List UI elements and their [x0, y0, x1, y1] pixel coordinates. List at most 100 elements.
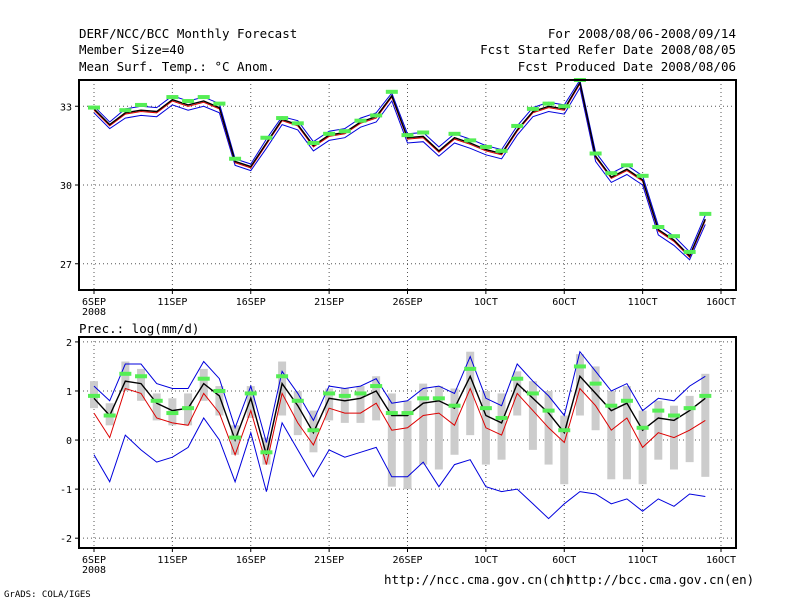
spread-bar	[419, 383, 428, 465]
series-line-mean	[93, 80, 706, 258]
x-tick-label: 6OCT	[552, 297, 576, 308]
spread-bar	[340, 388, 349, 423]
spread-bar	[372, 376, 381, 421]
y-tick-label: 27	[60, 260, 72, 271]
x-tick-label: 11SEP	[157, 555, 187, 566]
median-marker	[276, 374, 289, 379]
spread-bar	[403, 400, 412, 490]
median-marker	[370, 384, 383, 389]
plot-frame	[78, 79, 737, 291]
x-tick-label: 6SEP	[82, 297, 106, 308]
median-marker	[103, 413, 116, 418]
median-marker	[448, 403, 461, 408]
spread-bar	[121, 361, 130, 391]
x-tick-label: 21SEP	[314, 555, 344, 566]
x-tick-label: 11OCT	[628, 555, 658, 566]
x-year-label: 2008	[82, 565, 106, 576]
y-tick-label: -1	[60, 485, 72, 496]
series-line-upper	[93, 350, 706, 443]
median-marker	[558, 104, 571, 109]
x-year-label: 2008	[82, 307, 106, 318]
median-marker	[338, 129, 351, 134]
x-tick-label: 21SEP	[314, 297, 344, 308]
median-marker	[573, 364, 586, 369]
median-marker	[88, 393, 100, 398]
spread-bar	[450, 388, 459, 455]
bcc-url[interactable]: http://bcc.cma.gov.cn(en)	[566, 572, 754, 587]
median-marker	[354, 118, 367, 123]
x-tick-label: 1OCT	[474, 297, 498, 308]
header-variable: Mean Surf. Temp.: °C Anom.	[79, 59, 275, 74]
median-marker	[135, 374, 148, 379]
header-member-size: Member Size=40	[79, 42, 184, 57]
x-tick-label: 6OCT	[552, 555, 576, 566]
median-marker	[338, 393, 351, 398]
median-marker	[150, 398, 163, 403]
median-marker	[197, 376, 210, 381]
spread-bar	[497, 393, 506, 460]
spread-bar	[560, 415, 569, 485]
median-marker	[182, 406, 195, 411]
median-marker	[605, 403, 618, 408]
spread-bar	[215, 386, 224, 416]
spread-bar	[575, 354, 584, 416]
spread-bar	[293, 390, 302, 436]
median-marker	[605, 171, 618, 176]
spread-bar	[325, 388, 334, 421]
temperature-panel: 6SEP 11SEP 16SEP 21SEP 26SEP 1OCT 6OCT 11OCT 16O…	[60, 78, 737, 318]
median-marker	[370, 113, 383, 118]
y-tick-label: -2	[60, 534, 72, 545]
median-marker	[385, 89, 398, 94]
median-marker	[542, 101, 555, 106]
series-line-lower-outer	[93, 86, 706, 261]
median-marker	[683, 406, 696, 411]
y-tick-label: 1	[66, 387, 72, 398]
median-marker	[323, 391, 336, 396]
x-tick-label: 16SEP	[236, 297, 266, 308]
plot-frame	[78, 336, 737, 549]
median-marker	[432, 396, 445, 401]
median-marker	[526, 106, 539, 111]
median-marker	[636, 173, 649, 178]
spread-bar	[466, 351, 475, 436]
spread-bar	[528, 381, 537, 450]
header-period: For 2008/08/06-2008/09/14	[548, 26, 736, 41]
spread-bar	[278, 361, 287, 416]
median-marker	[652, 225, 665, 229]
precip-panel-title: Prec.: log(mm/d)	[79, 321, 199, 336]
median-marker	[401, 133, 414, 138]
median-marker	[683, 249, 696, 254]
median-marker	[417, 130, 430, 135]
series-line-lower-outer	[93, 417, 706, 520]
ncc-url[interactable]: http://ncc.cma.gov.cn(ch)	[384, 572, 572, 587]
median-marker	[652, 408, 665, 413]
median-marker	[558, 428, 571, 433]
spread-bar	[622, 386, 631, 480]
median-marker	[276, 116, 289, 121]
median-marker	[135, 102, 148, 107]
spread-bar	[701, 373, 710, 477]
median-marker	[166, 411, 179, 416]
median-marker	[699, 393, 712, 398]
median-marker	[197, 95, 210, 100]
median-marker	[385, 411, 398, 416]
spread-bar	[356, 386, 365, 423]
spread-bar	[137, 368, 146, 401]
median-marker	[260, 135, 273, 140]
median-marker	[479, 406, 492, 411]
median-marker	[511, 376, 524, 381]
precipitation-panel: 6SEP 11SEP 16SEP 21SEP 26SEP 1OCT 6OCT 11OCT 16O…	[60, 336, 737, 576]
median-marker	[589, 381, 602, 386]
median-marker	[699, 211, 712, 216]
grads-credit: GrADS: COLA/IGES	[4, 590, 91, 600]
spread-bar	[246, 386, 255, 418]
series-line-upper	[93, 78, 706, 253]
median-marker	[495, 415, 508, 420]
spread-bar	[387, 393, 396, 487]
x-tick-label: 11SEP	[157, 297, 187, 308]
median-marker	[244, 391, 257, 396]
spread-bar	[152, 393, 161, 421]
median-marker	[307, 428, 320, 433]
median-marker	[589, 151, 602, 156]
median-marker	[511, 123, 524, 128]
